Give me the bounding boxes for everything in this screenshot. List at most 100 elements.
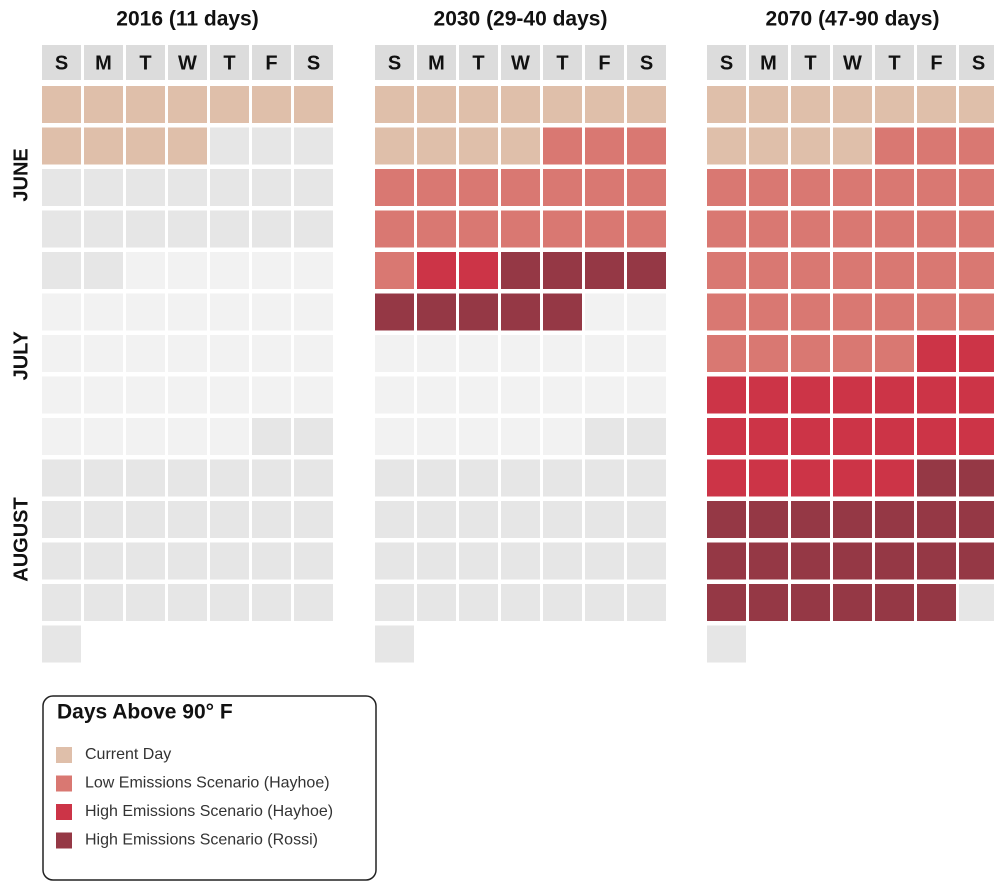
hot-day [627, 252, 666, 289]
hot-day [959, 210, 994, 248]
day [126, 501, 165, 538]
weekday-label: S [640, 52, 653, 74]
weekday-header [501, 45, 540, 80]
day [375, 501, 414, 538]
day [294, 376, 333, 414]
hot-day [875, 501, 914, 538]
hot-day [791, 418, 830, 455]
weekday-header [375, 45, 414, 80]
hot-day [501, 252, 540, 289]
day [42, 542, 81, 580]
hot-day [875, 127, 914, 165]
day [210, 127, 249, 165]
day [42, 501, 81, 538]
hot-day [749, 584, 788, 621]
day [210, 459, 249, 497]
hot-day [833, 86, 872, 123]
day [585, 584, 624, 621]
day [168, 501, 207, 538]
day [84, 335, 123, 372]
hot-day [833, 501, 872, 538]
hot-day [707, 210, 746, 248]
weekday-label: S [720, 52, 733, 74]
legend-title: Days Above 90° F [57, 701, 233, 724]
legend-swatch [56, 804, 72, 820]
hot-day [417, 86, 456, 123]
day [543, 501, 582, 538]
hot-day [917, 169, 956, 206]
weekday-header [627, 45, 666, 80]
day [585, 542, 624, 580]
hot-day [42, 86, 81, 123]
hot-day [707, 127, 746, 165]
legend-swatch [56, 832, 72, 849]
hot-day [707, 376, 746, 414]
hot-day [585, 252, 624, 289]
day [375, 625, 414, 663]
hot-day [833, 169, 872, 206]
weekday-label: F [930, 52, 942, 74]
hot-day [791, 293, 830, 331]
day [84, 252, 123, 289]
hot-day [417, 252, 456, 289]
hot-day [959, 376, 994, 414]
hot-day [543, 169, 582, 206]
weekday-label: F [265, 52, 277, 74]
day [294, 293, 333, 331]
day [585, 418, 624, 455]
legend-label: Current Day [85, 746, 171, 763]
day [627, 584, 666, 621]
hot-day [543, 252, 582, 289]
legend-box [42, 695, 377, 881]
hot-day [501, 293, 540, 331]
hot-day [749, 127, 788, 165]
hot-day [917, 335, 956, 372]
day [252, 418, 291, 455]
hot-day [833, 252, 872, 289]
day [501, 584, 540, 621]
day [252, 210, 291, 248]
hot-day [791, 376, 830, 414]
day [126, 376, 165, 414]
day [627, 542, 666, 580]
hot-day [707, 501, 746, 538]
day [501, 418, 540, 455]
hot-day [959, 293, 994, 331]
day [459, 418, 498, 455]
hot-day [791, 127, 830, 165]
hot-day [749, 418, 788, 455]
day [459, 501, 498, 538]
hot-day [84, 127, 123, 165]
day [42, 169, 81, 206]
legend-label: High Emissions Scenario (Hayhoe) [85, 803, 333, 820]
hot-day [791, 501, 830, 538]
hot-day [917, 86, 956, 123]
day [42, 459, 81, 497]
hot-day [875, 210, 914, 248]
day [375, 376, 414, 414]
day [459, 459, 498, 497]
hot-day [917, 376, 956, 414]
day [294, 127, 333, 165]
day [168, 584, 207, 621]
day [459, 584, 498, 621]
weekday-label: M [428, 52, 445, 74]
day [543, 335, 582, 372]
hot-day [707, 86, 746, 123]
day [252, 335, 291, 372]
day [126, 293, 165, 331]
hot-day [707, 584, 746, 621]
day [417, 584, 456, 621]
panel-title: 2030 (29-40 days) [434, 8, 608, 31]
day [585, 501, 624, 538]
day [84, 210, 123, 248]
day [627, 376, 666, 414]
hot-day [749, 501, 788, 538]
day [210, 293, 249, 331]
weekday-header [126, 45, 165, 80]
day [543, 459, 582, 497]
day [501, 501, 540, 538]
hot-day [375, 293, 414, 331]
hot-day [791, 584, 830, 621]
day [168, 376, 207, 414]
